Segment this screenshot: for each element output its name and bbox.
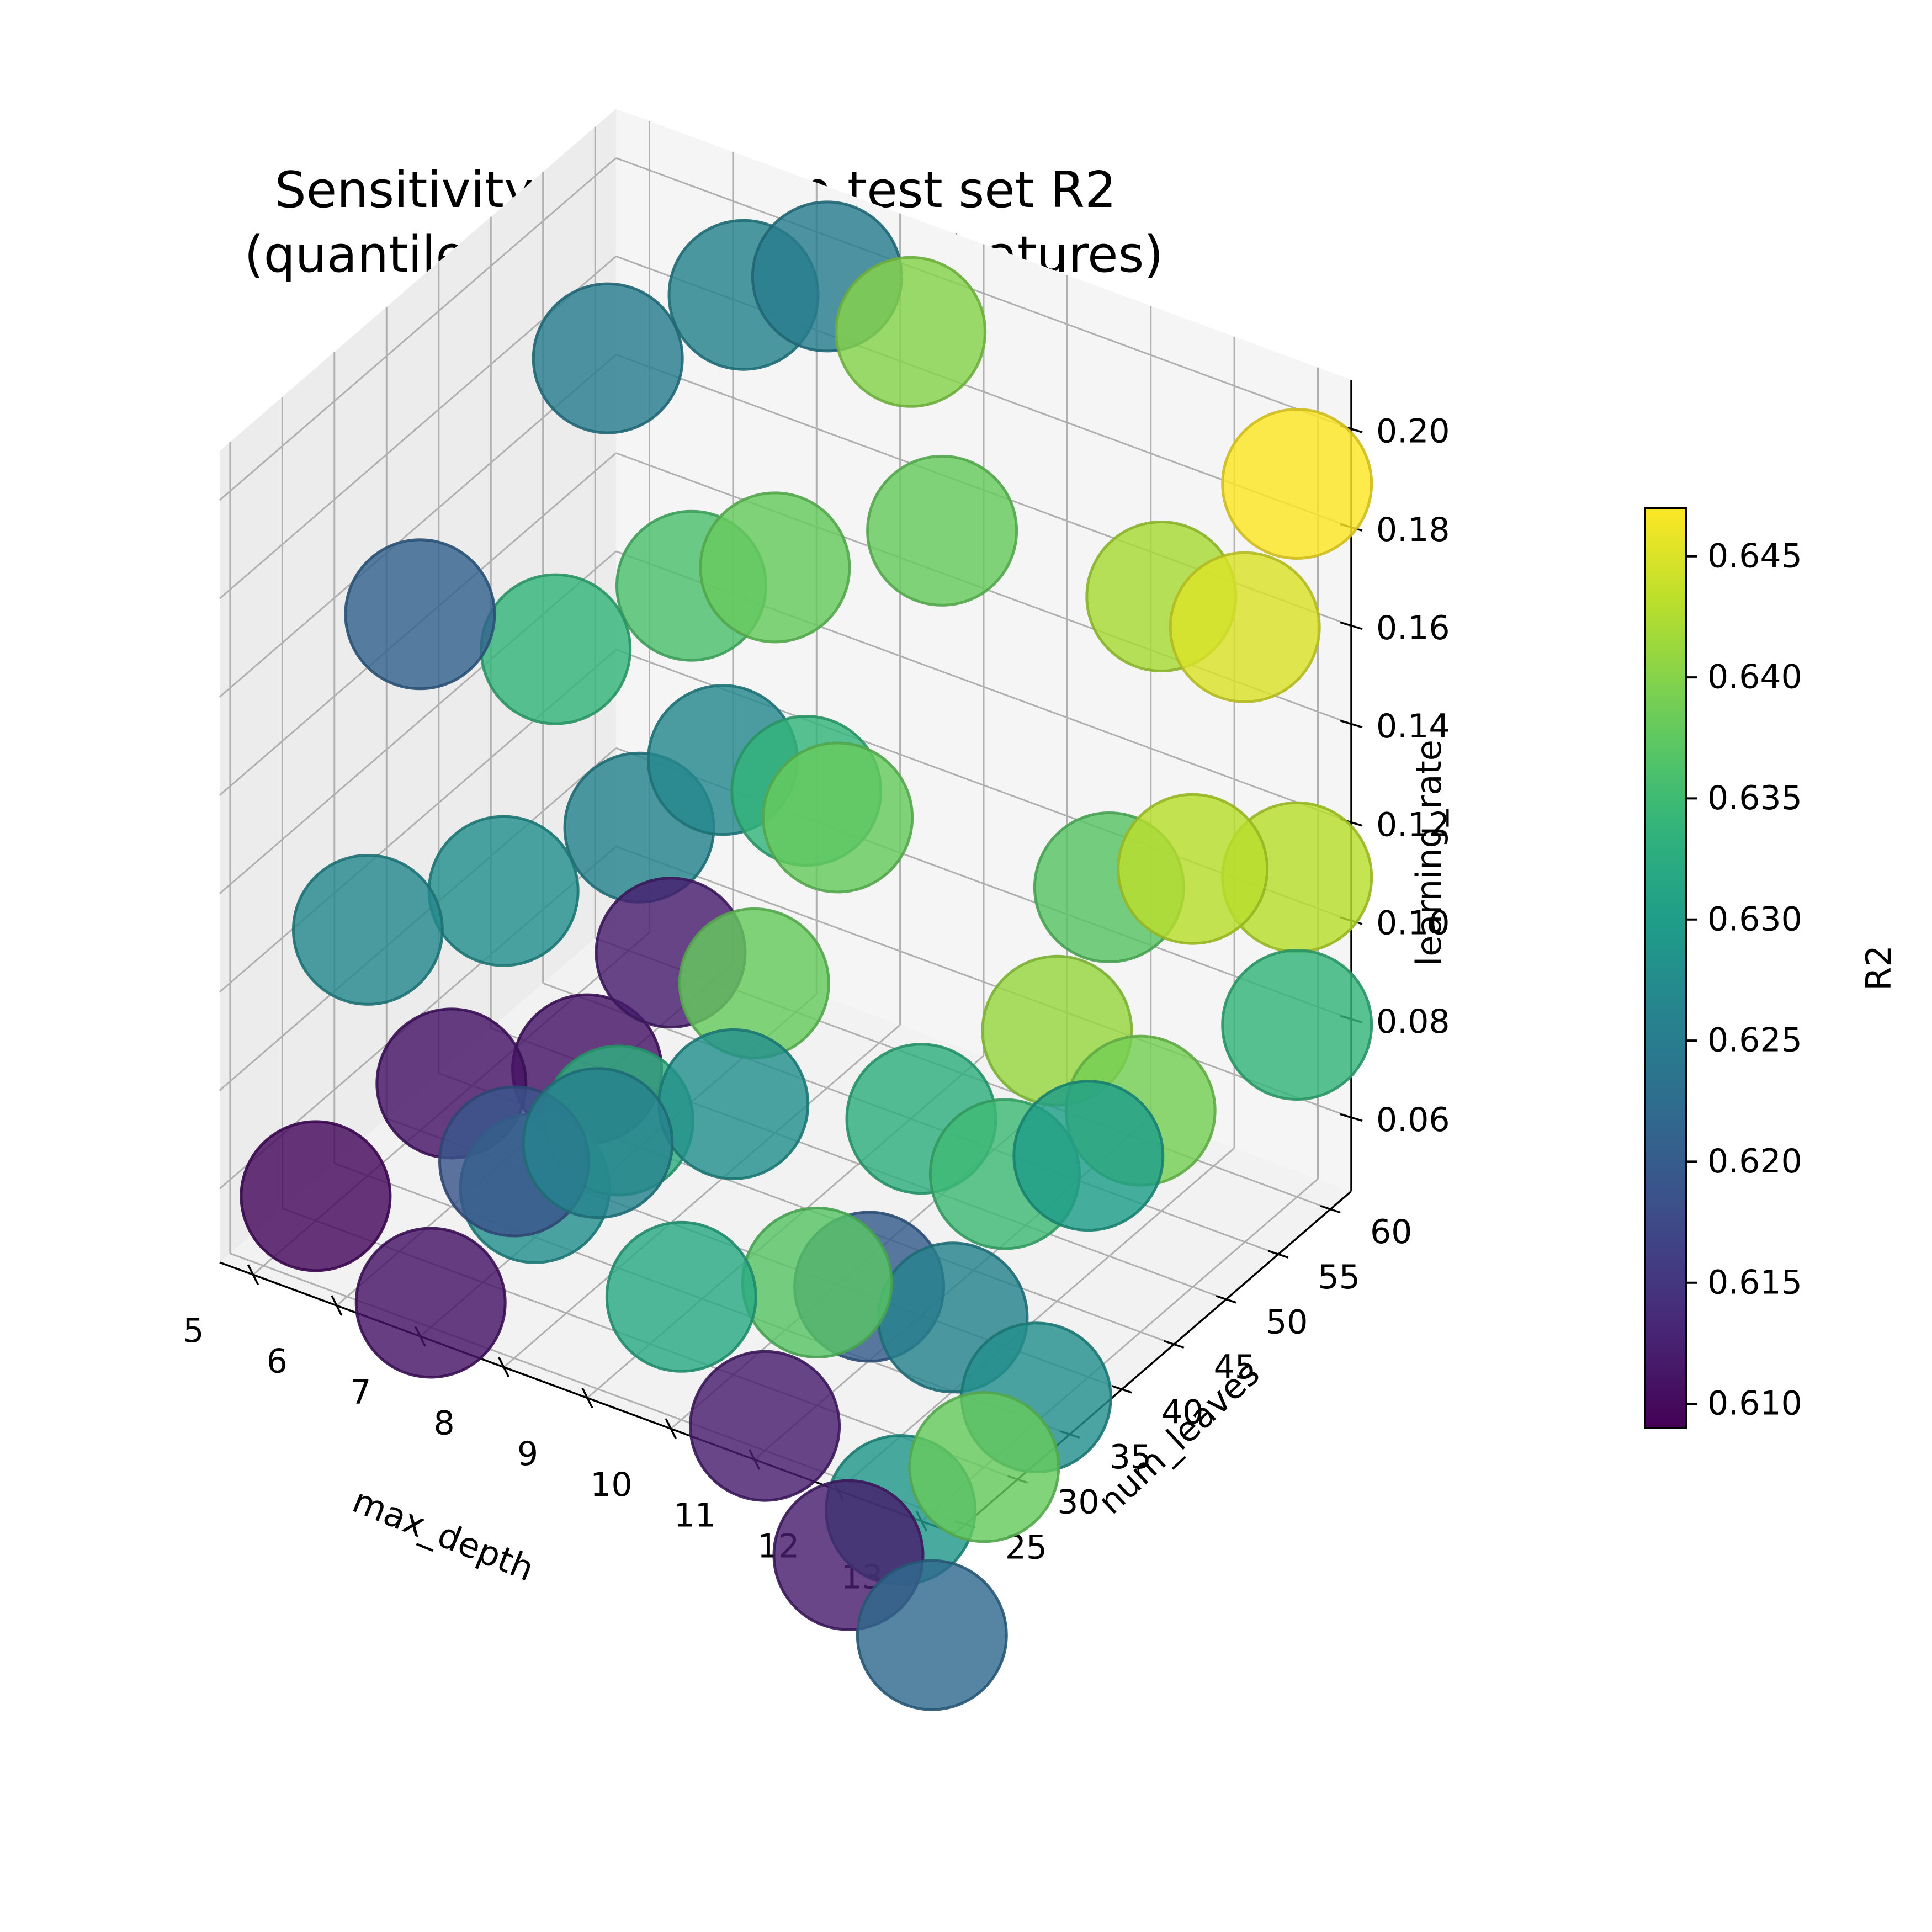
bubble-point [354,1227,507,1379]
bubble-point [480,573,632,725]
y-tick-mark [1216,1295,1236,1304]
bubble-point [427,815,580,967]
bubble-point [762,741,914,894]
bubbles [240,200,1373,1711]
x-tick-mark [331,1295,343,1316]
bubble-point [1169,551,1321,703]
x-tick-label: 9 [517,1435,538,1473]
bubble-point [866,454,1018,607]
bubble-point [835,256,987,408]
colorbar-tick-label: 0.645 [1707,537,1802,575]
x-tick-label: 5 [183,1312,204,1350]
bubble-point [291,853,444,1006]
grid-line-z-back [615,157,1352,430]
grid-line-z-left [219,354,617,698]
bubble-point [1221,949,1373,1101]
colorbar: 0.610 0.615 0.620 0.625 0.630 0.635 0.640 0.645… [1644,507,1899,1429]
z-tick-label: 0.18 [1376,511,1450,549]
grid-line-x-floor [837,1147,1235,1492]
y-tick-mark [1268,1250,1289,1259]
z-tick-label: 0.14 [1376,707,1450,746]
x-tick-mark [581,1387,593,1409]
x-tick-mark [665,1418,677,1440]
bubble-point [699,491,851,644]
bubble-point [657,1028,810,1180]
x-tick-label: 8 [434,1404,455,1442]
y-tick-label: 30 [1057,1483,1099,1522]
colorbar-tick-label: 0.640 [1707,658,1802,697]
colorbar-label: R2 [1859,945,1899,991]
bubble-point [689,1350,841,1502]
x-tick-mark [247,1264,259,1286]
y-tick-label: 60 [1370,1213,1412,1251]
y-tick-label: 50 [1266,1303,1308,1341]
bubble-point [741,1207,893,1358]
z-tick-mark [1340,1113,1363,1122]
z-tick-mark [1340,719,1363,729]
bubble-point [240,1120,392,1272]
colorbar-tick-label: 0.620 [1707,1142,1802,1181]
colorbar-tick-label: 0.615 [1707,1263,1802,1302]
grid-line-z-left [219,157,617,501]
bubble-point [1117,793,1269,945]
z-tick-label: 0.06 [1376,1101,1450,1139]
x-tick-label: 7 [350,1373,371,1411]
colorbar-tick-label: 0.625 [1707,1021,1802,1060]
z-tick-mark [1340,621,1363,630]
colorbar-tick-label: 0.635 [1707,779,1802,818]
y-tick-mark [1164,1340,1185,1349]
y-tick-label: 40 [1161,1393,1203,1431]
grid-line-x-floor [503,1024,901,1368]
bubble-point [605,1220,757,1373]
x-tick-label: 10 [590,1466,632,1504]
bubble-point [1221,408,1373,560]
colorbar-tick-label: 0.610 [1707,1384,1802,1423]
axes-tick-labels: 567891011121325303540455055600.060.080.1… [183,412,1450,1597]
bubble-point [856,1559,1008,1711]
x-tick-mark [498,1356,510,1378]
bubble-point [1012,1080,1165,1232]
y-tick-mark [1111,1385,1132,1394]
bubble-point [522,1067,674,1219]
y-tick-label: 55 [1318,1258,1360,1297]
bubble-point [908,1391,1060,1543]
z-tick-label: 0.10 [1376,904,1450,943]
colorbar-gradient [1644,507,1687,1429]
bubble-point [344,538,496,691]
z-tick-label: 0.12 [1376,805,1450,844]
y-tick-label: 35 [1110,1438,1151,1477]
y-tick-mark [1320,1204,1341,1214]
z-tick-label: 0.08 [1376,1002,1450,1041]
x-tick-label: 6 [267,1342,288,1381]
z-axis-label: learning_rate [1409,740,1449,966]
bubble-point [532,282,684,434]
colorbar-tick-label: 0.630 [1707,900,1802,938]
z-tick-label: 0.16 [1376,609,1450,647]
x-tick-label: 11 [674,1496,716,1535]
z-tick-label: 0.20 [1376,412,1450,451]
grid-line-z-back [615,845,1352,1118]
y-tick-label: 45 [1214,1348,1256,1387]
